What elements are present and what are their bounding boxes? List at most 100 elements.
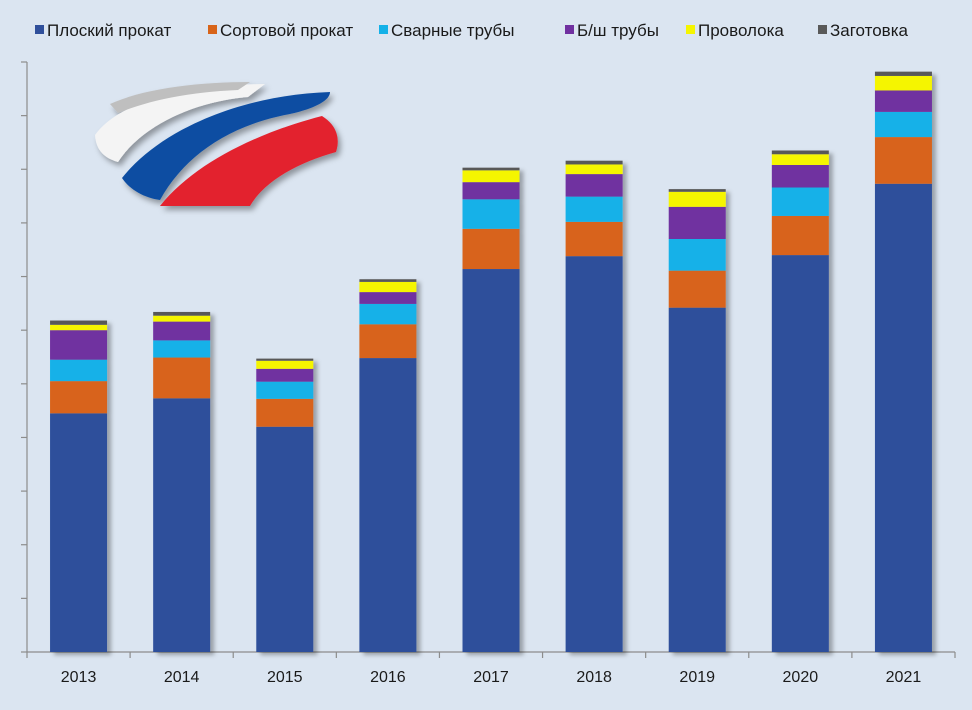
legend-swatch	[379, 25, 388, 34]
bar-segment	[359, 303, 417, 325]
bar-segment	[874, 111, 932, 138]
bar-segment	[771, 255, 829, 652]
bar-segment	[565, 174, 623, 197]
bar-segment	[462, 269, 520, 652]
logo-red-ribbon	[160, 116, 338, 206]
legend-item: Проволока	[686, 21, 784, 40]
bar-segment	[462, 199, 520, 229]
bar-segment	[153, 340, 211, 358]
bar-segment	[771, 187, 829, 216]
bar-segment	[153, 315, 211, 322]
bar-stack	[359, 279, 417, 652]
legend-label: Б/ш трубы	[577, 21, 659, 40]
x-tick-label: 2020	[783, 669, 819, 686]
bar-segment	[771, 150, 829, 155]
legend-swatch	[686, 25, 695, 34]
legend-swatch	[565, 25, 574, 34]
bar-segment	[462, 182, 520, 200]
bar-segment	[565, 221, 623, 257]
bar-segment	[50, 330, 108, 360]
legend-swatch	[208, 25, 217, 34]
bar-segment	[50, 381, 108, 414]
bar-segment	[256, 368, 314, 382]
bar-segment	[874, 71, 932, 76]
bar-segment	[565, 196, 623, 222]
bar-segment	[668, 189, 726, 192]
bar-stack	[153, 311, 211, 652]
x-tick-label: 2018	[576, 669, 612, 686]
bar-segment	[359, 358, 417, 652]
bar-stack	[874, 71, 932, 652]
legend-item: Б/ш трубы	[565, 21, 659, 40]
bar-segment	[256, 360, 314, 369]
bar-segment	[50, 359, 108, 382]
bar-segment	[668, 206, 726, 239]
bar-segment	[565, 160, 623, 165]
bar-stack	[668, 189, 726, 652]
legend-swatch	[35, 25, 44, 34]
bar-segment	[50, 324, 108, 331]
bar-stack	[256, 358, 314, 652]
bar-segment	[256, 381, 314, 399]
bar-segment	[771, 164, 829, 188]
bar-segment	[771, 154, 829, 165]
bar-segment	[153, 321, 211, 341]
bar-segment	[153, 357, 211, 399]
russia-ribbon-logo	[95, 82, 338, 206]
bar-segment	[50, 413, 108, 652]
bar-segment	[256, 398, 314, 427]
bar-segment	[359, 324, 417, 359]
x-tick-label: 2016	[370, 669, 406, 686]
bar-segment	[565, 256, 623, 652]
bar-segment	[771, 215, 829, 256]
bar-segment	[256, 426, 314, 652]
bar-segment	[359, 281, 417, 293]
bar-segment	[668, 270, 726, 308]
legend-item: Сварные трубы	[379, 21, 515, 40]
bars	[50, 71, 932, 652]
bar-segment	[668, 191, 726, 207]
x-tick-label: 2021	[886, 669, 922, 686]
logo-white-ribbon-edge	[110, 82, 250, 113]
legend: Плоский прокат Сортовой прокат Сварные тру…	[35, 21, 909, 40]
legend-label: Заготовка	[830, 21, 909, 40]
legend-label: Плоский прокат	[47, 21, 171, 40]
bar-stack	[462, 167, 520, 652]
bar-segment	[668, 307, 726, 652]
legend-item: Плоский прокат	[35, 21, 171, 40]
bar-stack	[771, 150, 829, 652]
legend-label: Сортовой прокат	[220, 21, 353, 40]
bar-segment	[359, 279, 417, 282]
legend-item: Сортовой прокат	[208, 21, 353, 40]
logo-white-ribbon	[95, 84, 265, 162]
x-tick-label: 2019	[679, 669, 715, 686]
bar-segment	[359, 292, 417, 304]
bar-stack	[50, 320, 108, 652]
bar-segment	[874, 183, 932, 652]
bar-segment	[153, 311, 211, 316]
logo-blue-ribbon	[122, 92, 330, 200]
legend-label: Сварные трубы	[391, 21, 515, 40]
x-tick-label: 2013	[61, 669, 97, 686]
bar-segment	[462, 228, 520, 270]
bar-segment	[668, 239, 726, 271]
legend-item: Заготовка	[818, 21, 909, 40]
bar-segment	[565, 164, 623, 175]
bar-segment	[462, 170, 520, 183]
bar-stack	[565, 160, 623, 652]
x-tick-label: 2014	[164, 669, 200, 686]
bar-segment	[874, 137, 932, 184]
bar-segment	[462, 167, 520, 171]
bar-segment	[153, 398, 211, 652]
legend-label: Проволока	[698, 21, 784, 40]
bar-segment	[874, 90, 932, 112]
x-tick-label: 2015	[267, 669, 303, 686]
x-tick-label: 2017	[473, 669, 509, 686]
legend-swatch	[818, 25, 827, 34]
bar-segment	[50, 320, 108, 325]
x-axis-ticks: 2013 2014 2015 2016 2017 2018 2019 2020 2021	[61, 669, 922, 686]
bar-segment	[874, 75, 932, 91]
bar-segment	[256, 358, 314, 361]
